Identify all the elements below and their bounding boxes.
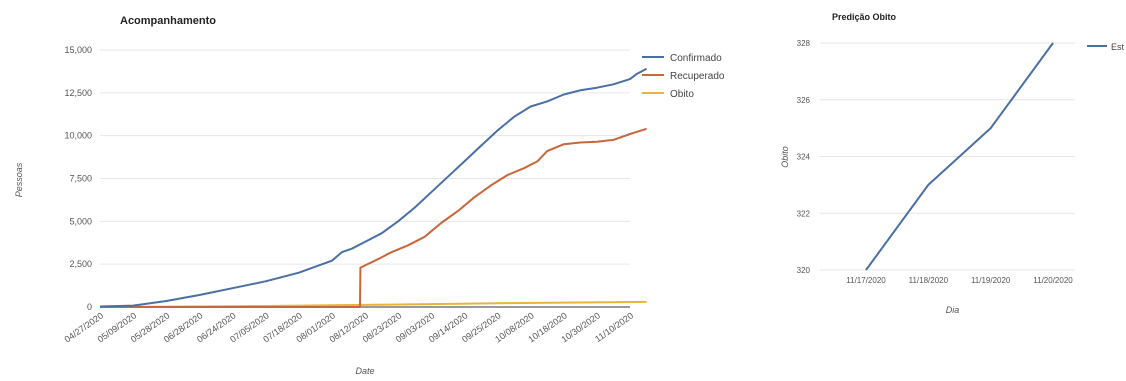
x-tick-label: 11/19/2020 [971,276,1011,285]
legend-label-confirmado: Confirmado [670,53,722,64]
legend-label-est: Est [1111,42,1125,52]
y-axis-title: Obito [780,146,790,168]
y-tick-label: 15,000 [64,45,92,55]
chart-title: Predição Obito [832,12,897,22]
death-prediction-line-chart: Predição Obito 320 322 324 326 328 11/17/2020 1… [780,12,1125,315]
y-tick-label: 12,500 [64,88,92,98]
y-tick-label: 324 [797,153,811,162]
y-tick-label: 322 [797,209,811,218]
y-axis-title: Pessoas [14,162,24,197]
x-tick-label: 11/18/2020 [909,276,949,285]
y-tick-label: 320 [797,266,811,275]
x-axis-title: Dia [946,305,960,315]
series-line-confirmado [99,67,648,308]
chart-title: Acompanhamento [120,15,216,27]
series-line-recuperado [100,127,647,308]
y-tick-label: 2,500 [69,259,92,269]
legend-label-recuperado: Recuperado [670,71,725,82]
x-axis-title: Date [355,366,374,376]
tracking-line-chart: Acompanhamento 0 2,500 5,000 7,500 10,000 12,5… [14,15,725,376]
legend-label-obito: Obito [670,89,694,100]
series-line-est [865,42,1054,271]
y-tick-label: 0 [87,302,92,312]
y-tick-label: 10,000 [64,131,92,141]
x-tick-label: 11/20/2020 [1033,276,1073,285]
y-tick-label: 328 [797,39,811,48]
y-tick-label: 326 [797,96,811,105]
y-tick-label: 5,000 [69,216,92,226]
y-tick-label: 7,500 [69,174,92,184]
x-tick-label: 11/17/2020 [846,276,886,285]
